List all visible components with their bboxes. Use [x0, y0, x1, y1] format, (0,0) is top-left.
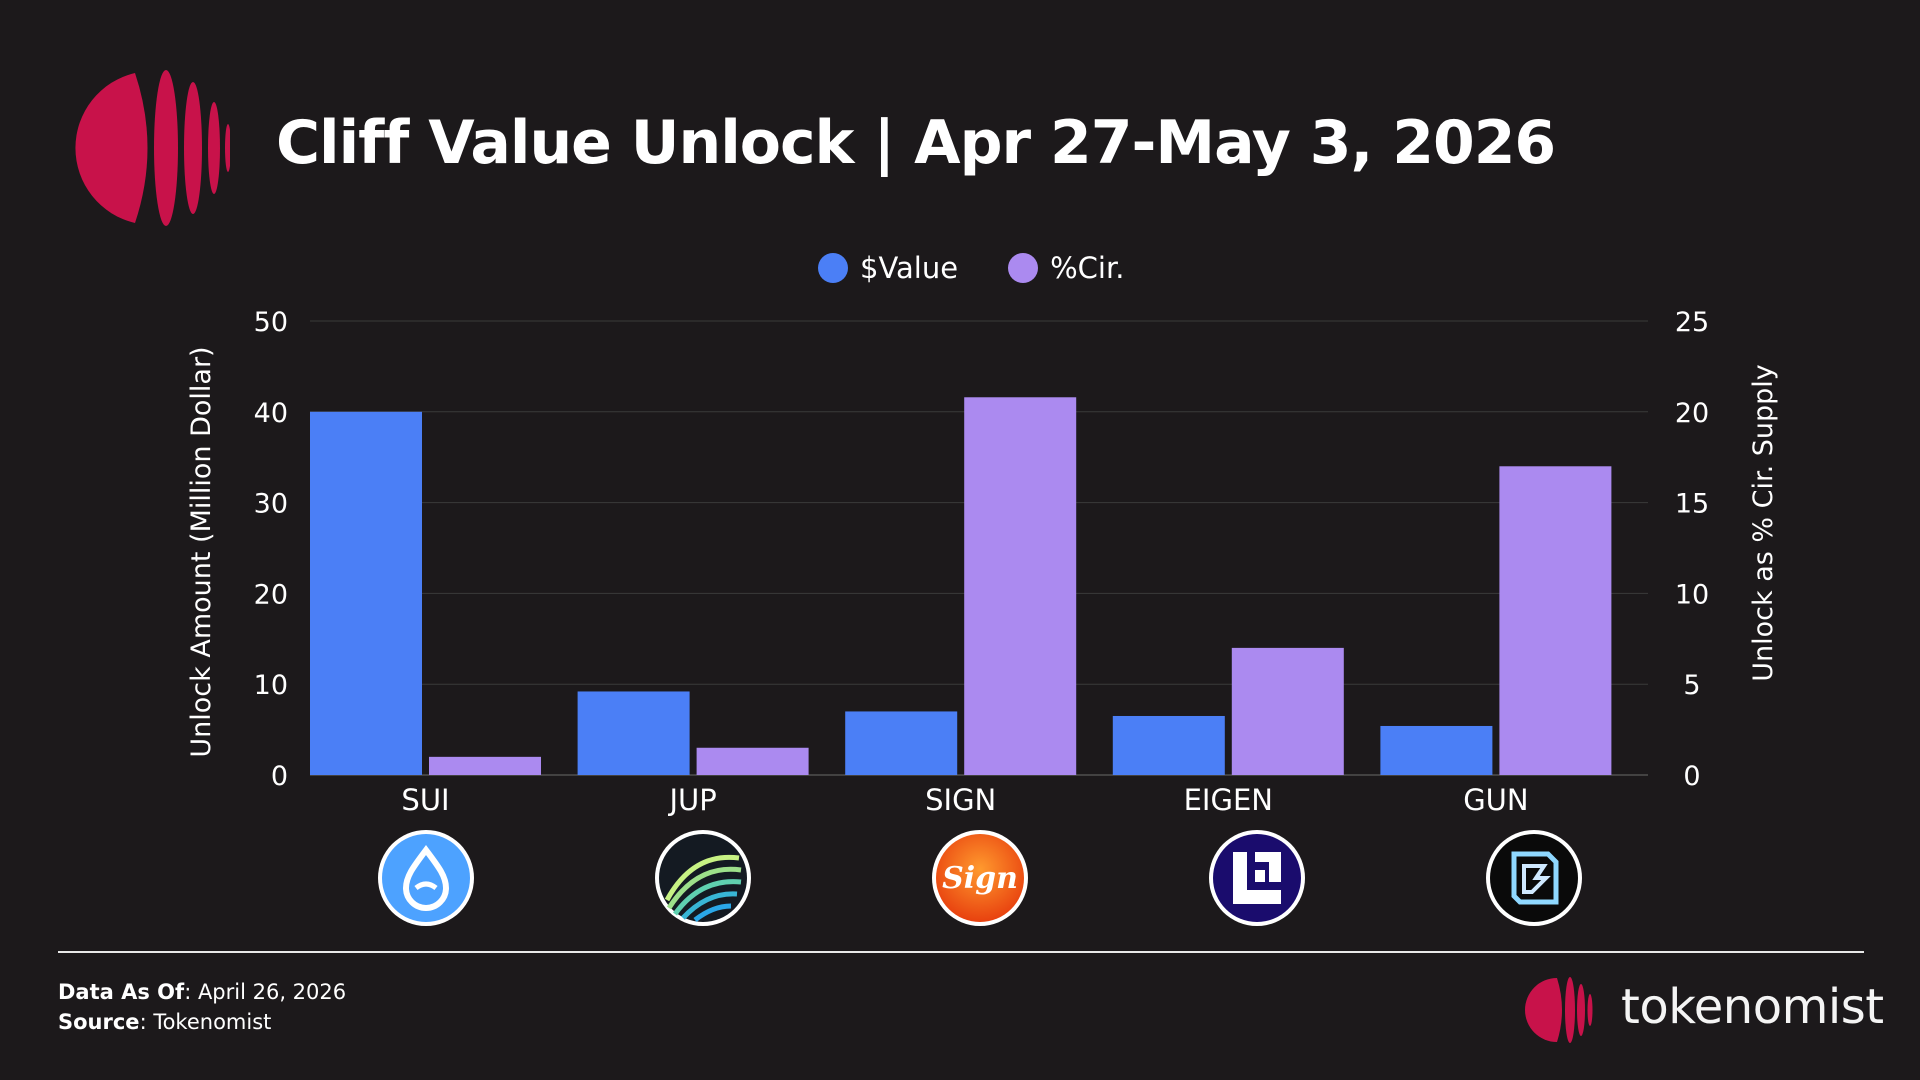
- svg-text:Sign: Sign: [942, 861, 1018, 896]
- tokenomist-brand-icon: [1525, 977, 1593, 1043]
- y-tick-label-left: 50: [254, 307, 288, 338]
- brand-name: tokenomist: [1621, 979, 1884, 1035]
- legend-item-value[interactable]: $Value: [818, 251, 958, 285]
- legend-dot-value: [818, 253, 848, 283]
- y-tick-label-left: 30: [254, 489, 288, 520]
- footer-divider: [58, 951, 1864, 953]
- jupiter-rings-icon: [655, 830, 751, 926]
- y-tick-label-right: 10: [1675, 579, 1709, 610]
- source-value: : Tokenomist: [139, 1010, 272, 1034]
- x-tick-label: GUN: [1463, 783, 1528, 817]
- data-as-of-label: Data As Of: [58, 980, 185, 1004]
- x-tick-label: SUI: [401, 783, 449, 817]
- bar-chart: 0 10 20 30 40 50 0 5 10 15 20 25 Unlock Amount (Mill…: [186, 307, 1779, 817]
- y-tick-label-right: 25: [1675, 307, 1709, 338]
- bar-value-sui: [310, 411, 422, 775]
- legend-label-cir: %Cir.: [1050, 251, 1125, 285]
- legend-item-cir[interactable]: %Cir.: [1008, 251, 1124, 285]
- page-title: Cliff Value Unlock | Apr 27-May 3, 2026: [276, 108, 1556, 178]
- y-tick-label-left: 20: [254, 579, 288, 610]
- data-as-of: Data As Of: April 26, 2026: [58, 980, 346, 1004]
- tokenomist-logo-icon: [75, 70, 230, 226]
- y-tick-label-right: 15: [1675, 489, 1709, 520]
- bar-cir-sign: [964, 397, 1077, 775]
- eigen-blocks-icon: [1209, 830, 1305, 926]
- legend-label-value: $Value: [860, 251, 959, 285]
- bar-value-jup: [577, 691, 690, 775]
- brand: tokenomist: [1525, 975, 1884, 1045]
- legend-dot-cir: [1008, 253, 1039, 283]
- x-tick-label: EIGEN: [1184, 783, 1273, 817]
- bar-cir-sui: [429, 756, 541, 775]
- bar-value-gun: [1380, 725, 1493, 775]
- y-tick-label-left: 40: [254, 398, 288, 429]
- bar-value-eigen: [1112, 715, 1225, 775]
- data-as-of-value: : April 26, 2026: [184, 980, 347, 1004]
- sui-droplet-icon: [378, 830, 474, 926]
- y-tick-label-left: 10: [254, 670, 288, 701]
- y-tick-label-right: 0: [1683, 761, 1700, 792]
- chart-legend: $Value %Cir.: [818, 248, 1124, 288]
- bar-cir-eigen: [1231, 647, 1344, 775]
- x-tick-label: SIGN: [925, 783, 996, 817]
- y-axis-title-left: Unlock Amount (Million Dollar): [186, 346, 217, 757]
- bar-cir-jup: [696, 747, 809, 775]
- y-tick-label-right: 20: [1675, 398, 1709, 429]
- sign-script-icon: Sign: [932, 830, 1028, 926]
- y-tick-label-left: 0: [271, 761, 288, 792]
- bar-value-sign: [845, 711, 958, 775]
- y-tick-label-right: 5: [1683, 670, 1700, 701]
- x-tick-label: JUP: [667, 783, 716, 817]
- gun-cube-icon: [1486, 830, 1582, 926]
- source-label: Source: [58, 1010, 140, 1034]
- source: Source: Tokenomist: [58, 1010, 271, 1034]
- y-axis-title-right: Unlock as % Cir. Supply: [1748, 364, 1779, 682]
- bar-cir-gun: [1499, 466, 1612, 775]
